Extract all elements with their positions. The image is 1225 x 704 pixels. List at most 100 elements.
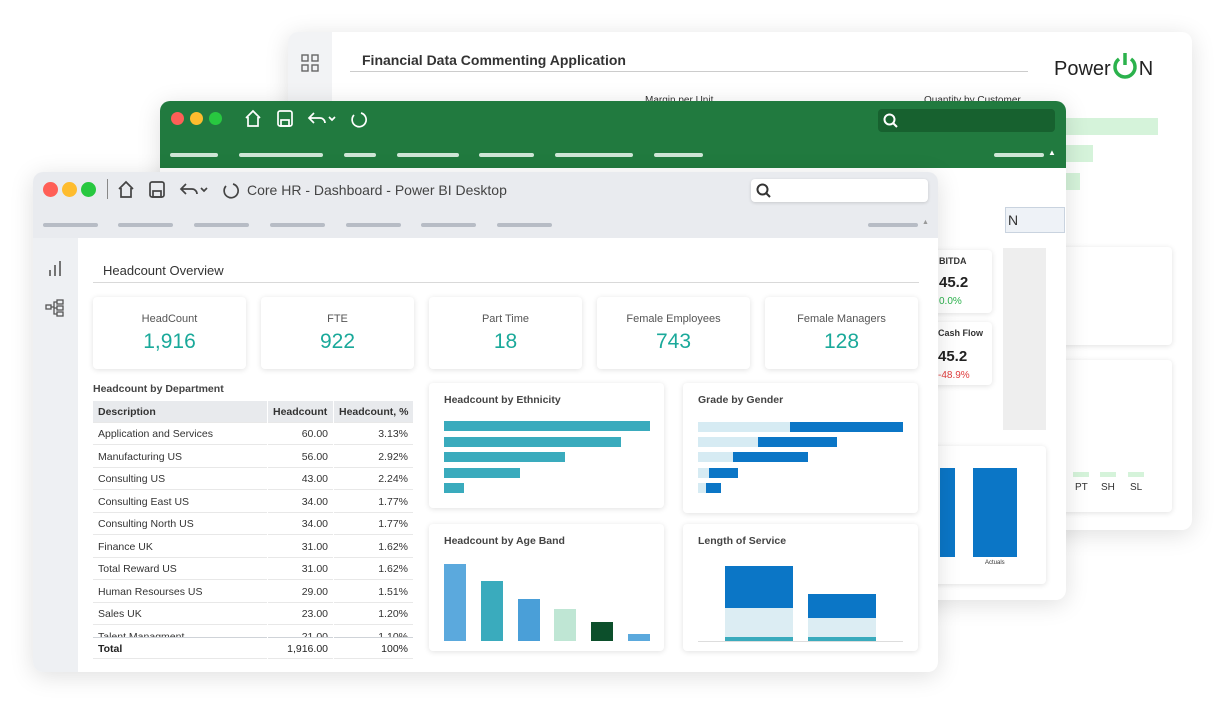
table-title: Headcount by Department bbox=[93, 383, 224, 395]
kpi-change: -48.9% bbox=[938, 370, 970, 381]
table-cell: 21.00 bbox=[268, 626, 333, 638]
chart-card: Grade by Gender bbox=[683, 383, 918, 513]
x-label: Actuals bbox=[985, 560, 1005, 566]
bar bbox=[444, 452, 565, 462]
kpi-value: 45.2 bbox=[938, 348, 968, 365]
table-cell: 1.20% bbox=[334, 603, 413, 625]
toolbar-icons bbox=[118, 180, 239, 199]
toolbar: Core HR - Dashboard - Power BI Desktop ▲ bbox=[33, 172, 938, 238]
search-icon bbox=[756, 183, 771, 198]
table-cell: 34.00 bbox=[268, 513, 333, 535]
card bbox=[1048, 247, 1172, 345]
menu-item[interactable] bbox=[170, 153, 218, 157]
kpi-change: 0.0% bbox=[939, 296, 962, 307]
bar-segment bbox=[808, 618, 876, 637]
table-cell: 31.00 bbox=[268, 536, 333, 558]
table-cell: 1.77% bbox=[334, 513, 413, 535]
menu-item[interactable] bbox=[397, 153, 459, 157]
menu-item[interactable] bbox=[43, 223, 98, 227]
table: Description Headcount Headcount, % Applicat… bbox=[93, 401, 414, 659]
search-box[interactable] bbox=[878, 109, 1055, 132]
maximize-button[interactable] bbox=[81, 182, 96, 197]
bar bbox=[1073, 472, 1089, 477]
collapse-arrow[interactable]: ▲ bbox=[922, 219, 929, 226]
bar bbox=[444, 564, 466, 641]
menu-item[interactable] bbox=[421, 223, 476, 227]
menu-item[interactable] bbox=[994, 153, 1044, 157]
menu-item[interactable] bbox=[555, 153, 633, 157]
table-cell: 31.00 bbox=[268, 558, 333, 580]
column-header: Headcount, % bbox=[334, 401, 413, 423]
divider bbox=[93, 282, 919, 283]
bar-segment bbox=[698, 482, 706, 493]
table-cell: 56.00 bbox=[268, 446, 333, 468]
table-cell: 23.00 bbox=[268, 603, 333, 625]
tab-label: N bbox=[1008, 212, 1019, 228]
kpi-value: 922 bbox=[319, 330, 356, 353]
collapse-arrow[interactable]: ▲ bbox=[1048, 148, 1056, 157]
menu-item[interactable] bbox=[270, 223, 325, 227]
bar-segment bbox=[698, 467, 709, 478]
kpi-value: 1,916 bbox=[143, 330, 196, 353]
bar-segment bbox=[733, 452, 808, 463]
card: PT SH SL bbox=[1048, 360, 1172, 512]
kpi-card: Female Employees 743 bbox=[597, 297, 750, 369]
menu-item[interactable] bbox=[654, 153, 703, 157]
bar-segment bbox=[706, 482, 721, 493]
bar-segment bbox=[790, 422, 903, 432]
table-cell: Manufacturing US bbox=[93, 446, 267, 468]
bar-segment bbox=[758, 437, 837, 448]
menu-item[interactable] bbox=[868, 223, 918, 227]
menu-item[interactable] bbox=[344, 153, 376, 157]
menu-item[interactable] bbox=[479, 153, 534, 157]
table-cell: Application and Services bbox=[93, 423, 267, 445]
kpi-value: 128 bbox=[823, 330, 860, 353]
total-cell: 100% bbox=[334, 637, 413, 659]
chart-label: Quantity by Customer bbox=[924, 95, 1021, 106]
bar bbox=[1066, 118, 1158, 135]
menu-item[interactable] bbox=[497, 223, 552, 227]
table-cell: 29.00 bbox=[268, 581, 333, 603]
tab[interactable]: N bbox=[1005, 207, 1065, 233]
table-cell: Consulting US bbox=[93, 468, 267, 490]
bar-segment bbox=[808, 594, 876, 618]
bar bbox=[554, 609, 577, 641]
chart-title: Headcount by Age Band bbox=[444, 535, 565, 547]
bar bbox=[444, 483, 464, 493]
axis-line bbox=[698, 641, 903, 642]
model-icon[interactable] bbox=[45, 299, 65, 317]
bar bbox=[444, 436, 621, 447]
table-cell: 34.00 bbox=[268, 491, 333, 513]
kpi-card: FTE 922 bbox=[261, 297, 414, 369]
power-icon bbox=[1113, 53, 1137, 79]
table-cell: 2.92% bbox=[334, 446, 413, 468]
chart-card: Headcount by Ethnicity bbox=[429, 383, 664, 508]
menu-item[interactable] bbox=[346, 223, 401, 227]
menu-item[interactable] bbox=[118, 223, 173, 227]
report-icon[interactable] bbox=[47, 260, 63, 278]
bar bbox=[940, 468, 955, 557]
toolbar: ▲ bbox=[160, 101, 1066, 168]
kpi-label: HeadCount bbox=[141, 313, 198, 325]
bar bbox=[1100, 472, 1116, 477]
search-box[interactable] bbox=[751, 179, 928, 202]
table-cell: 1.10% bbox=[334, 626, 413, 638]
kpi-label: BITDA bbox=[939, 256, 967, 266]
divider bbox=[350, 71, 1028, 72]
bar bbox=[1066, 173, 1080, 190]
minimize-button[interactable] bbox=[190, 112, 203, 125]
logo-left: Power bbox=[1054, 58, 1111, 80]
menu-item[interactable] bbox=[194, 223, 249, 227]
table-cell: Finance UK bbox=[93, 536, 267, 558]
minimize-button[interactable] bbox=[62, 182, 77, 197]
close-button[interactable] bbox=[43, 182, 58, 197]
table-cell: 1.51% bbox=[334, 581, 413, 603]
window-title: Core HR - Dashboard - Power BI Desktop bbox=[247, 182, 507, 198]
table-cell: Consulting North US bbox=[93, 513, 267, 535]
maximize-button[interactable] bbox=[209, 112, 222, 125]
close-button[interactable] bbox=[171, 112, 184, 125]
bar-segment bbox=[709, 467, 738, 478]
sidebar bbox=[33, 238, 78, 672]
menu-item[interactable] bbox=[239, 153, 323, 157]
panel bbox=[1003, 248, 1046, 430]
